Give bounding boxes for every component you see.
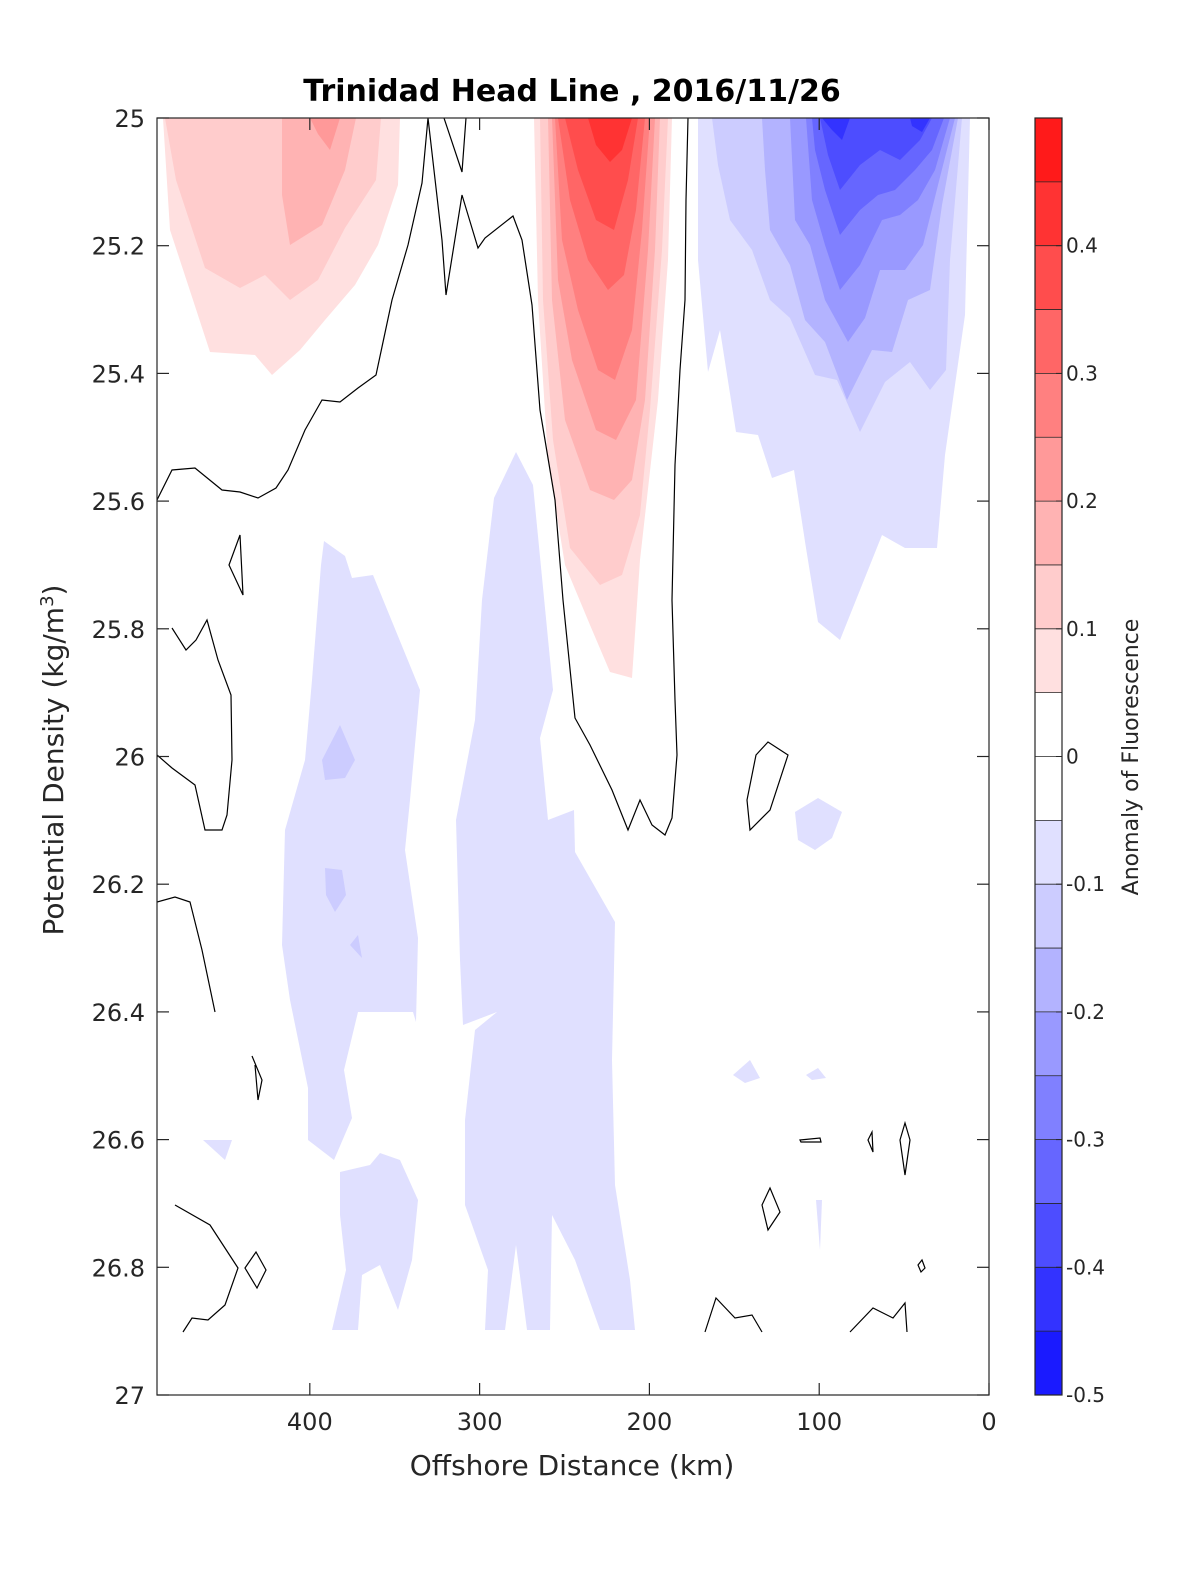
contour-neg-band-1 — [282, 541, 420, 1160]
colorbar-tick-label: -0.3 — [1066, 1128, 1105, 1152]
colorbar-tick-label: -0.2 — [1066, 1000, 1105, 1024]
colorbar-swatch — [1035, 628, 1062, 693]
colorbar-swatch — [1035, 564, 1062, 629]
zero-contour-15 — [704, 1296, 763, 1333]
colorbar-swatch — [1035, 1139, 1062, 1204]
zero-contour-3 — [157, 618, 233, 831]
colorbar-tick-label: 0 — [1066, 745, 1079, 769]
y-tick-label: 26.4 — [92, 999, 145, 1027]
contour-neg-l2-band1-b — [325, 868, 346, 912]
y-axis-ticks: 25 25.2 25.4 25.6 25.8 26 26.2 26.4 26.6 26.8 27 — [92, 105, 989, 1410]
contour-neg-nearshore-blob — [795, 798, 842, 850]
contour-neg-nearshore-l7 — [820, 118, 932, 190]
x-tick-label: 300 — [457, 1408, 503, 1436]
x-tick-label: 0 — [981, 1408, 996, 1436]
x-axis-ticks: 400 300 200 100 0 — [287, 118, 997, 1436]
zero-contour-6 — [251, 1055, 263, 1101]
x-tick-label: 400 — [287, 1408, 333, 1436]
colorbar: 0.4 0.3 0.2 0.1 0 -0.1 -0.2 -0.3 -0.4 -0.5 — [1034, 117, 1105, 1407]
y-axis-label-main: Potential Density (kg/m — [37, 607, 70, 936]
contour-neg-small-1 — [733, 1060, 760, 1083]
colorbar-swatch — [1035, 1203, 1062, 1268]
contour-pos-offshore-l4 — [310, 118, 340, 150]
zero-contour-4 — [228, 534, 244, 596]
colorbar-tick-label: -0.1 — [1066, 872, 1105, 896]
colorbar-swatch — [1035, 501, 1062, 565]
zero-contour-9 — [746, 741, 789, 832]
colorbar-tick-label: 0.4 — [1066, 234, 1098, 258]
x-tick-label: 100 — [796, 1408, 842, 1436]
y-tick-label: 26.8 — [92, 1254, 145, 1282]
zero-contour-10 — [799, 1137, 822, 1143]
y-tick-label: 25.4 — [92, 360, 145, 388]
colorbar-label: Anomaly of Fluorescence — [1119, 619, 1144, 896]
colorbar-swatch — [1035, 245, 1062, 310]
zero-contour-lines — [157, 118, 926, 1333]
y-axis-label: Potential Density (kg/m3) — [37, 585, 71, 936]
zero-contour-12 — [899, 1120, 911, 1176]
zero-contour-8 — [244, 1250, 267, 1290]
colorbar-swatch — [1035, 437, 1062, 502]
y-tick-label: 25 — [114, 105, 145, 133]
colorbar-swatch — [1035, 1011, 1062, 1076]
y-tick-label: 26 — [114, 744, 145, 772]
y-tick-label: 25.2 — [92, 233, 145, 261]
contour-neg-l2-band1-c — [350, 935, 362, 958]
contour-neg-small-2 — [806, 1068, 826, 1080]
contour-neg-nearshore-l8 — [822, 118, 930, 140]
colorbar-swatch — [1035, 820, 1062, 885]
y-axis-label-end: ) — [37, 585, 70, 596]
zero-contour-13 — [917, 1258, 926, 1274]
chart-title: Trinidad Head Line , 2016/11/26 — [303, 74, 840, 109]
colorbar-swatch — [1035, 309, 1062, 374]
y-tick-label: 26.6 — [92, 1127, 145, 1155]
y-tick-label: 26.2 — [92, 871, 145, 899]
colorbar-swatch — [1035, 884, 1062, 949]
zero-contour-2 — [443, 118, 467, 173]
colorbar-swatch — [1035, 948, 1062, 1012]
contour-neg-l2-band1-a — [322, 725, 355, 780]
colorbar-swatch — [1035, 373, 1062, 438]
y-axis-label-sup: 3 — [37, 595, 58, 606]
colorbar-swatch — [1035, 181, 1062, 246]
colorbar-tick-label: 0.3 — [1066, 361, 1098, 385]
zero-contour-7 — [174, 1204, 239, 1333]
contour-pos-core-l8 — [588, 118, 632, 162]
contour-fills — [163, 118, 970, 1330]
contour-pos-offshore-l3 — [282, 118, 356, 245]
colorbar-swatch — [1035, 1267, 1062, 1332]
colorbar-swatch — [1035, 692, 1062, 757]
contour-neg-small-3 — [203, 1140, 232, 1160]
colorbar-tick-label: -0.4 — [1066, 1255, 1105, 1279]
contour-neg-band-2 — [456, 452, 635, 1330]
zero-contour-14 — [761, 1186, 781, 1232]
colorbar-swatch — [1035, 756, 1062, 821]
zero-contour-11 — [867, 1129, 874, 1153]
zero-contour-1 — [157, 118, 689, 836]
y-tick-label: 25.8 — [92, 616, 145, 644]
contour-neg-band-1-lower — [332, 1153, 418, 1330]
colorbar-swatch — [1035, 1331, 1062, 1395]
colorbar-tick-label: -0.5 — [1066, 1383, 1105, 1407]
y-tick-label: 25.6 — [92, 488, 145, 516]
colorbar-tick-label: 0.2 — [1066, 489, 1098, 513]
colorbar-swatch — [1035, 1075, 1062, 1140]
y-tick-label: 27 — [114, 1382, 145, 1410]
contour-neg-small-4 — [816, 1200, 822, 1250]
colorbar-swatch — [1035, 118, 1062, 182]
zero-contour-16 — [849, 1301, 908, 1333]
zero-contour-5 — [157, 896, 216, 1013]
x-tick-label: 200 — [627, 1408, 673, 1436]
colorbar-tick-label: 0.1 — [1066, 617, 1098, 641]
x-axis-label: Offshore Distance (km) — [410, 1449, 735, 1482]
